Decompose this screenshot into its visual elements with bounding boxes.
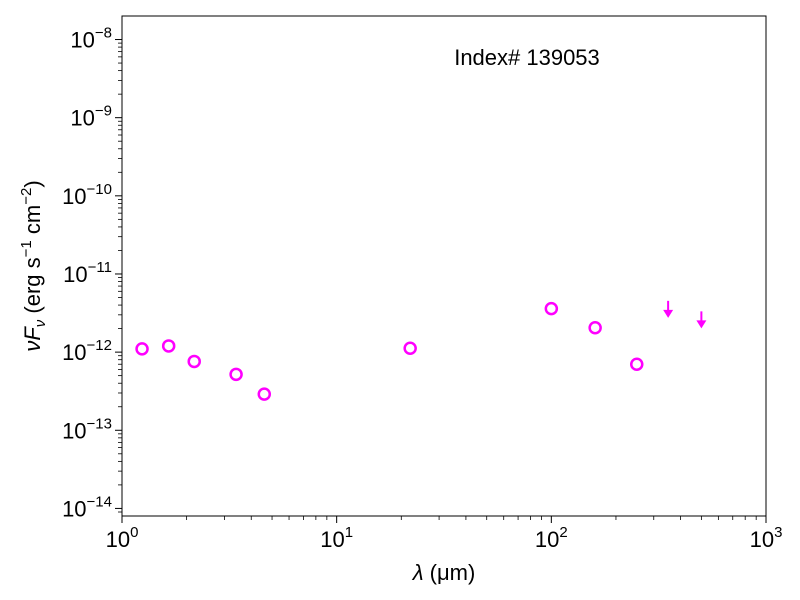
y-axis-label: νFν (erg s−1 cm−2) — [18, 180, 49, 351]
x-tick-label: 102 — [535, 524, 568, 552]
x-axis-label: λ (μm) — [412, 560, 476, 585]
upper-limit-arrow — [663, 300, 674, 318]
data-marks — [135, 300, 707, 401]
y-tick-label: 10−12 — [62, 337, 112, 365]
y-tick-label: 10−13 — [62, 415, 112, 443]
upper-limit-arrow — [696, 311, 707, 329]
axis-tick-labels: 100 101 102 103 10−14 10−13 10−12 10−11 10−10 10−… — [62, 25, 782, 552]
data-point — [257, 387, 272, 401]
x-tick-label: 103 — [750, 524, 783, 552]
y-tick-label: 10−8 — [70, 25, 112, 53]
data-point — [403, 341, 417, 356]
y-tick-label: 10−14 — [62, 493, 112, 521]
y-tick-label: 10−9 — [70, 103, 112, 131]
data-point — [588, 321, 602, 335]
data-point — [187, 354, 201, 369]
plot-frame — [121, 15, 767, 517]
data-point — [229, 367, 243, 382]
chart-annotation: Index# 139053 — [454, 45, 600, 70]
x-tick-label: 100 — [106, 524, 139, 552]
data-point — [544, 301, 559, 316]
y-tick-label: 10−10 — [62, 181, 112, 209]
data-point — [630, 357, 644, 371]
axis-ticks — [115, 39, 767, 523]
y-tick-label: 10−11 — [63, 259, 112, 287]
plot-background — [122, 16, 766, 516]
data-point — [135, 342, 149, 356]
x-tick-label: 101 — [320, 524, 353, 552]
data-point — [161, 339, 176, 353]
